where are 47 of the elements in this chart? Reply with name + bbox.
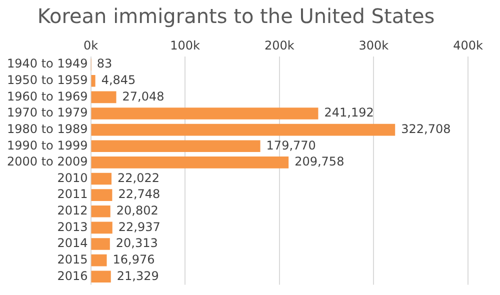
y-tick-label: 2015 <box>57 252 88 266</box>
y-tick-label: 2000 to 2009 <box>6 154 88 169</box>
bar <box>91 238 110 250</box>
y-tick-label: 1960 to 1969 <box>6 89 88 104</box>
bar <box>91 74 96 87</box>
data-label: 21,329 <box>116 268 159 283</box>
data-label: 16,976 <box>112 252 155 266</box>
data-label: 179,770 <box>266 138 316 152</box>
y-tick-label: 2010 <box>57 170 88 185</box>
bar <box>91 222 112 234</box>
bar <box>91 189 112 201</box>
data-label: 20,313 <box>116 236 158 250</box>
bar <box>91 205 110 218</box>
x-tick-label: 100k <box>170 38 200 52</box>
y-tick-label: 2011 <box>57 187 88 202</box>
data-label: 241,192 <box>324 106 374 120</box>
data-label: 83 <box>96 56 112 71</box>
y-tick-label: 1980 to 1989 <box>6 122 88 136</box>
bar <box>91 124 396 136</box>
bar <box>91 91 116 104</box>
x-tick-label: 300k <box>358 38 389 52</box>
bar <box>91 156 289 168</box>
bar <box>91 172 112 185</box>
x-tick-label: 0k <box>83 38 98 52</box>
data-label: 4,845 <box>101 72 136 87</box>
x-tick-label: 400k <box>453 38 483 52</box>
data-label: 322,708 <box>401 122 451 136</box>
y-tick-label: 2013 <box>57 220 88 234</box>
y-tick-label: 1970 to 1979 <box>6 106 88 120</box>
y-tick-label: 1950 to 1959 <box>6 72 88 87</box>
y-tick-label: 2014 <box>57 236 88 250</box>
x-tick-label: 200k <box>264 38 294 52</box>
data-label: 22,022 <box>118 170 160 185</box>
bar <box>91 270 111 283</box>
chart-title: Korean immigrants to the United States <box>37 4 435 28</box>
y-tick-label: 2016 <box>57 268 88 283</box>
y-tick-label: 2012 <box>57 204 88 218</box>
bar <box>91 254 107 266</box>
data-label: 20,802 <box>116 204 158 218</box>
y-tick-label: 1990 to 1999 <box>6 138 88 152</box>
data-label: 22,748 <box>118 187 160 202</box>
data-label: 209,758 <box>294 154 344 169</box>
data-label: 27,048 <box>122 89 164 104</box>
bar <box>91 108 318 120</box>
bar <box>91 140 260 152</box>
data-label: 22,937 <box>118 220 160 234</box>
y-tick-label: 1940 to 1949 <box>6 56 88 71</box>
